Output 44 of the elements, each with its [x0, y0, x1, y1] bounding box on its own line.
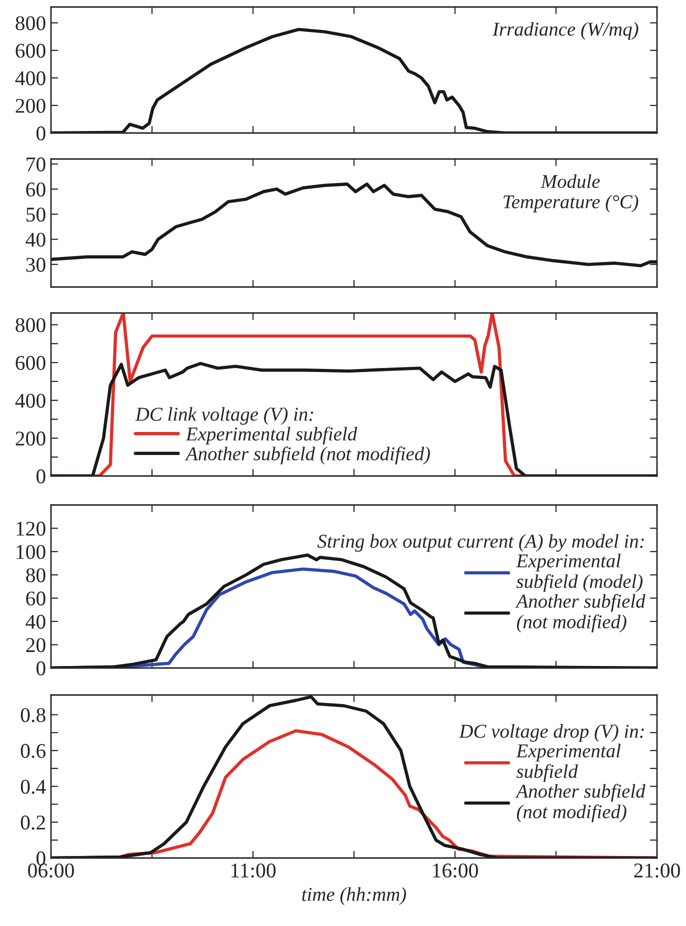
y-tick-label: 0 — [36, 851, 46, 866]
text: Module Temperature (°C) — [504, 174, 638, 212]
y-tick-label: 200 — [16, 98, 46, 113]
x-tick-label: 16:00 — [433, 863, 478, 878]
y-tick-label: 200 — [16, 432, 46, 446]
y-tick-label: 20 — [26, 638, 46, 652]
y-tick-label: 400 — [15, 71, 46, 86]
y-tick-label: 0.4 — [20, 780, 46, 794]
legend-label: Experimental subfield (model) — [516, 554, 643, 592]
legend-title: DC voltage drop (V) in: — [458, 724, 644, 742]
x-tick-label: 11:00 — [231, 863, 276, 878]
y-tick-label: 30 — [26, 258, 46, 272]
x-tick-label: 21:00 — [634, 863, 680, 878]
y-tick-label: 50 — [26, 208, 46, 222]
legend-title: String box output current (A) by model in: — [317, 534, 644, 552]
x-tick-label: 06:00 — [28, 863, 74, 878]
y-tick-label: 0.2 — [20, 816, 45, 830]
y-tick-label: 40 — [26, 232, 46, 247]
y-tick-label: 800 — [16, 318, 46, 332]
legend-label: Another subfield (not modified) — [515, 784, 646, 822]
y-tick-label: 600 — [16, 356, 46, 370]
y-tick-label: 400 — [15, 394, 46, 408]
y-tick-label: 40 — [26, 614, 46, 629]
y-tick-label: 80 — [26, 568, 46, 582]
y-tick-label: 600 — [16, 44, 46, 58]
legend-label: Experimental subfield — [516, 744, 621, 782]
y-tick-label: 800 — [16, 16, 46, 30]
y-tick-label: 0 — [36, 126, 46, 140]
y-tick-label: 120 — [16, 522, 46, 536]
y-tick-label: 60 — [26, 182, 46, 197]
y-tick-label: 0 — [36, 661, 46, 676]
legend-title: DC link voltage (V) in: — [135, 407, 314, 425]
text: Irradiance (W/mq) — [492, 22, 638, 40]
y-tick-label: 100 — [16, 544, 46, 560]
y-tick-label: 0.8 — [20, 708, 46, 722]
y-tick-label: 70 — [26, 157, 46, 172]
y-tick-label: 0.6 — [20, 744, 46, 758]
y-tick-label: 60 — [26, 592, 46, 606]
legend-label: Experimental subfield — [186, 426, 358, 445]
x-axis-title: time (hh:mm) — [302, 887, 406, 905]
line-series — [51, 695, 657, 858]
legend-label: Another subfield (not modified) — [184, 446, 430, 464]
legend-label: Another subfield (not modified) — [515, 594, 646, 632]
y-tick-label: 0 — [36, 469, 46, 484]
